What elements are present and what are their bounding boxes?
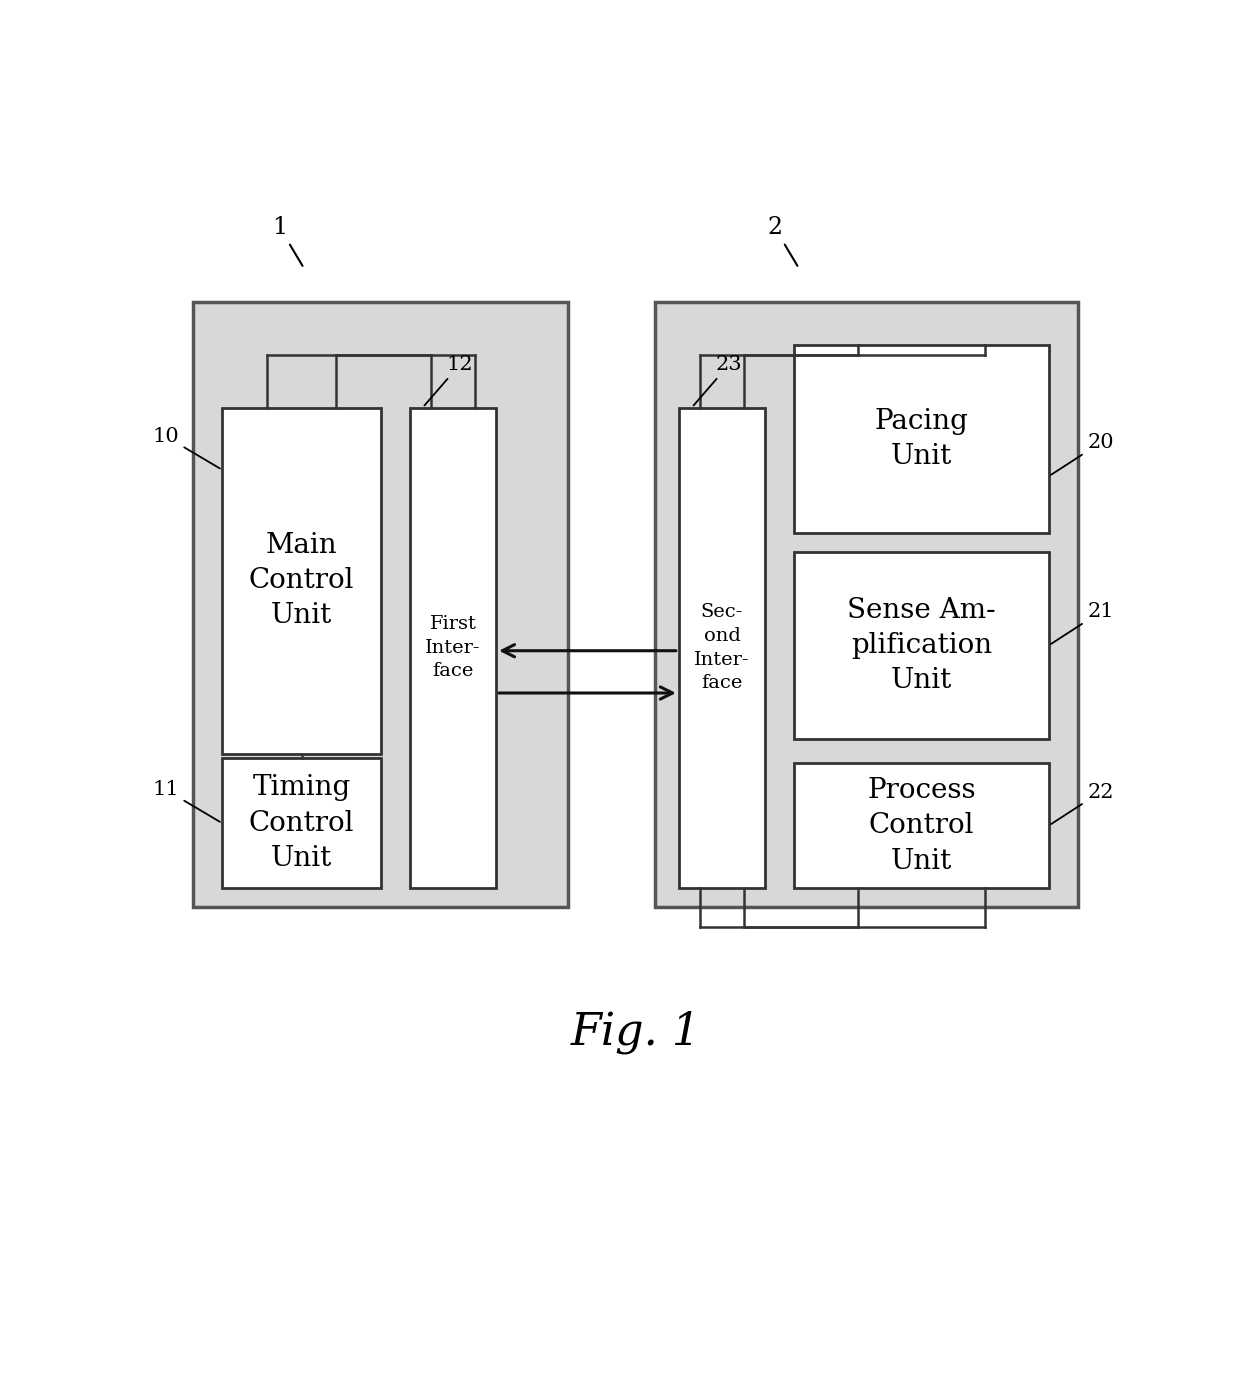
Text: Process
Control
Unit: Process Control Unit bbox=[867, 777, 976, 875]
Text: 10: 10 bbox=[153, 427, 219, 469]
Bar bbox=[655, 302, 1078, 907]
Text: 22: 22 bbox=[1052, 783, 1114, 824]
Text: 23: 23 bbox=[693, 356, 743, 405]
Text: Main
Control
Unit: Main Control Unit bbox=[249, 532, 355, 630]
Text: 20: 20 bbox=[1052, 433, 1114, 475]
Text: Pacing
Unit: Pacing Unit bbox=[874, 408, 968, 470]
Bar bbox=[794, 551, 1049, 739]
Bar bbox=[794, 763, 1049, 887]
Text: 11: 11 bbox=[153, 780, 219, 821]
Bar bbox=[409, 408, 496, 887]
Bar bbox=[794, 344, 1049, 532]
Text: Timing
Control
Unit: Timing Control Unit bbox=[249, 774, 355, 872]
Text: 12: 12 bbox=[424, 356, 474, 405]
Text: 1: 1 bbox=[273, 216, 303, 266]
Text: 21: 21 bbox=[1052, 602, 1114, 644]
Text: First
Inter-
face: First Inter- face bbox=[425, 615, 481, 681]
Bar bbox=[222, 758, 381, 887]
Bar bbox=[193, 302, 568, 907]
Bar bbox=[222, 408, 381, 754]
Text: Fig. 1: Fig. 1 bbox=[570, 1010, 701, 1054]
Text: Sec-
ond
Inter-
face: Sec- ond Inter- face bbox=[694, 604, 750, 692]
Text: 2: 2 bbox=[768, 216, 797, 266]
Bar bbox=[678, 408, 765, 887]
Text: Sense Am-
plification
Unit: Sense Am- plification Unit bbox=[847, 597, 996, 695]
